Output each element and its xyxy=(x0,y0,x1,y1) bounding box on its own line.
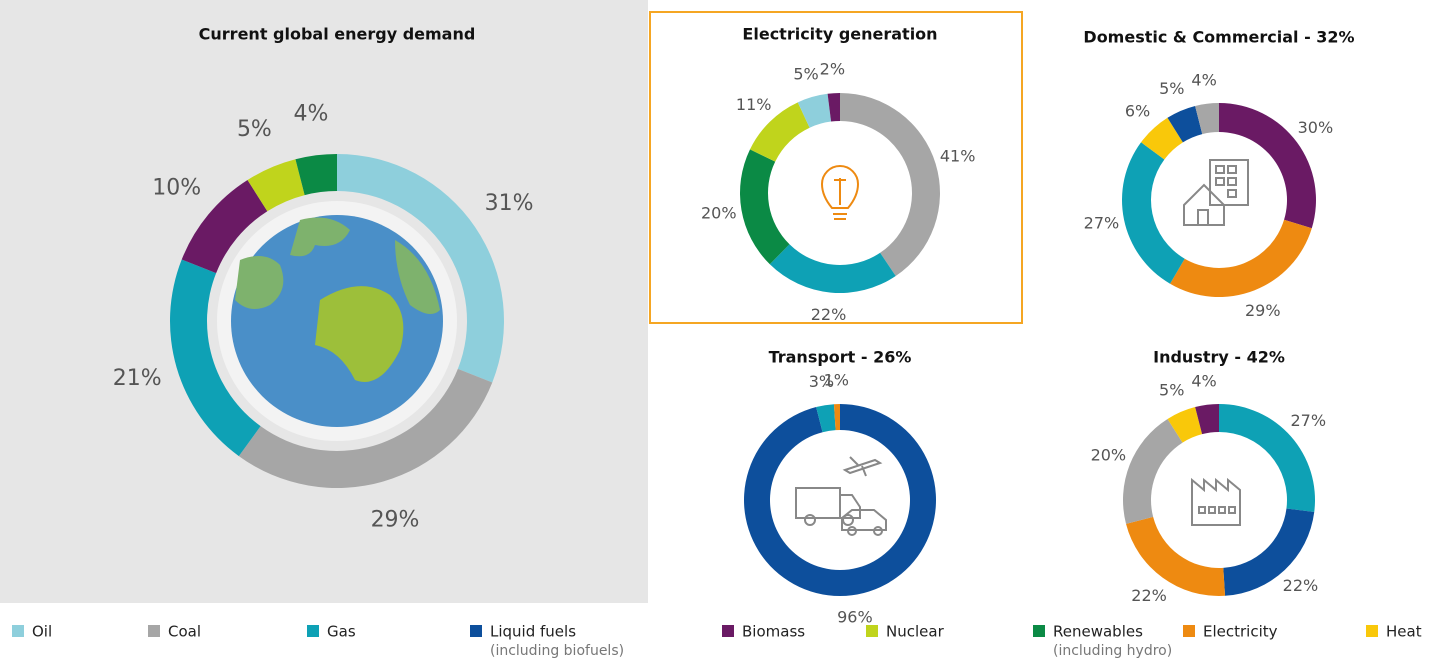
value-label: 10% xyxy=(152,175,201,200)
donut-segment xyxy=(1219,404,1316,513)
value-label: 1% xyxy=(824,371,849,390)
legend-label: Oil xyxy=(32,623,52,641)
donut-segment xyxy=(1141,117,1183,160)
value-label: 22% xyxy=(1131,586,1167,605)
legend-note: (including hydro) xyxy=(1053,643,1172,659)
donut-segment xyxy=(238,368,493,489)
donut-segment xyxy=(840,93,940,277)
donut-segment xyxy=(295,154,337,196)
chart-title: Current global energy demand xyxy=(199,25,476,44)
highlight-box xyxy=(649,11,1023,324)
value-label: 5% xyxy=(1159,380,1184,399)
donut-segment xyxy=(827,93,840,122)
legend-label: Renewables xyxy=(1053,623,1143,641)
building-icon xyxy=(1183,159,1249,226)
legend-note: (including biofuels) xyxy=(490,643,624,659)
donut-segment xyxy=(169,259,261,457)
value-label: 96% xyxy=(837,608,873,627)
value-label: 4% xyxy=(293,102,328,127)
chart-title: Industry - 42% xyxy=(1153,348,1285,367)
donut-segment xyxy=(816,404,836,433)
legend-swatch xyxy=(1033,625,1045,637)
value-label: 21% xyxy=(113,366,162,391)
donut-segment xyxy=(1195,103,1219,135)
donut-segment xyxy=(337,154,504,383)
value-label: 30% xyxy=(1298,118,1334,137)
value-label: 27% xyxy=(1084,214,1120,233)
donut-segment xyxy=(739,149,790,265)
donut-segment xyxy=(797,93,832,128)
donut-segment xyxy=(769,244,896,293)
legend-label: Coal xyxy=(168,623,201,641)
legend-label: Heat xyxy=(1386,623,1422,641)
legend-swatch xyxy=(307,625,319,637)
value-label: 4% xyxy=(1191,70,1216,89)
value-label: 20% xyxy=(701,203,737,222)
legend-label: Biomass xyxy=(742,623,805,641)
chart-title: Domestic & Commercial - 32% xyxy=(1083,28,1354,47)
donut-segment xyxy=(1122,142,1185,284)
bulb-icon xyxy=(820,165,860,220)
donut-segment xyxy=(1167,407,1203,443)
chart-title: Electricity generation xyxy=(742,25,937,44)
donut-segment xyxy=(1170,219,1312,297)
value-label: 22% xyxy=(811,305,847,324)
legend-swatch xyxy=(1183,625,1195,637)
chart-title: Transport - 26% xyxy=(769,348,912,367)
value-label: 5% xyxy=(237,117,272,142)
donut-segment xyxy=(1223,508,1315,596)
value-label: 29% xyxy=(371,508,420,533)
value-label: 4% xyxy=(1191,371,1216,390)
value-label: 5% xyxy=(793,64,818,83)
value-label: 41% xyxy=(940,147,976,166)
donut-segment xyxy=(247,159,305,212)
legend-label: Nuclear xyxy=(886,623,945,641)
value-label: 20% xyxy=(1091,446,1127,465)
value-label: 22% xyxy=(1283,576,1319,595)
legend-swatch xyxy=(12,625,24,637)
donut-segment xyxy=(1195,404,1219,435)
transport-icon xyxy=(795,456,887,536)
value-label: 11% xyxy=(736,95,772,114)
factory-icon xyxy=(1191,477,1241,526)
donut-segment xyxy=(1167,105,1203,143)
legend-swatch xyxy=(1366,625,1378,637)
value-label: 31% xyxy=(485,191,534,216)
earth-icon xyxy=(217,201,457,441)
value-label: 6% xyxy=(1125,101,1150,120)
legend-swatch xyxy=(722,625,734,637)
value-label: 27% xyxy=(1290,411,1326,430)
value-label: 3% xyxy=(809,372,834,391)
marks xyxy=(169,93,1316,597)
legend-label: Liquid fuels xyxy=(490,623,576,641)
legend-label: Gas xyxy=(327,623,356,641)
value-label: 29% xyxy=(1245,301,1281,320)
donut-segment xyxy=(749,102,810,162)
legend-swatch xyxy=(866,625,878,637)
value-label: 2% xyxy=(820,60,845,79)
value-label: 5% xyxy=(1159,79,1184,98)
donut-segment xyxy=(1219,103,1316,229)
donut-segment xyxy=(1126,516,1226,596)
legend-swatch xyxy=(470,625,482,637)
legend-label: Electricity xyxy=(1203,623,1278,641)
donut-segment xyxy=(1123,418,1183,524)
legend-swatch xyxy=(148,625,160,637)
donut-segment xyxy=(833,404,840,431)
donut-segment xyxy=(181,179,268,274)
